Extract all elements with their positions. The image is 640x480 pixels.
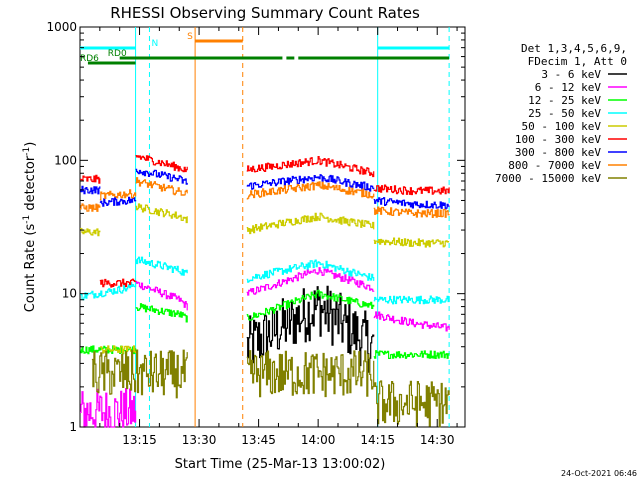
series-trace bbox=[246, 289, 375, 321]
x-tick-label: 13:30 bbox=[182, 433, 217, 447]
flag-label: RD6 bbox=[80, 54, 99, 64]
chart-title: RHESSI Observing Summary Count Rates bbox=[110, 4, 420, 22]
series-trace bbox=[246, 285, 375, 373]
y-tick-label: 10 bbox=[62, 287, 77, 301]
series-trace bbox=[246, 174, 375, 192]
flag-bars: N S RD0 RD6 bbox=[80, 32, 450, 65]
series-trace bbox=[246, 350, 375, 398]
y-tick-label: 100 bbox=[54, 153, 77, 167]
series-trace bbox=[373, 206, 450, 218]
series-trace bbox=[373, 184, 450, 196]
series-trace bbox=[373, 295, 450, 305]
series-trace bbox=[80, 174, 101, 184]
series-trace bbox=[80, 203, 101, 212]
series-trace bbox=[373, 350, 450, 359]
series-trace bbox=[99, 278, 137, 288]
x-tick-label: 13:15 bbox=[122, 433, 157, 447]
series-trace bbox=[246, 267, 375, 296]
series-trace bbox=[246, 259, 375, 283]
series-trace bbox=[246, 212, 375, 235]
series-trace bbox=[80, 388, 137, 428]
series-trace bbox=[373, 197, 450, 210]
series-trace bbox=[135, 256, 188, 276]
series-trace bbox=[373, 311, 450, 332]
y-axis: 1 10 100 1000 bbox=[46, 20, 465, 434]
series-trace bbox=[99, 189, 137, 201]
series-trace bbox=[373, 237, 450, 248]
series-trace bbox=[91, 350, 137, 395]
series-trace bbox=[99, 345, 137, 354]
legend-entry-label: 50 - 100 keV bbox=[522, 120, 602, 133]
series-trace bbox=[135, 280, 188, 311]
series-trace bbox=[135, 349, 188, 399]
series-trace bbox=[373, 380, 450, 428]
flag-label: S bbox=[187, 32, 193, 42]
series-trace bbox=[80, 282, 137, 301]
y-tick-label: 1 bbox=[69, 420, 77, 434]
legend-header-line: Det 1,3,4,5,6,9, bbox=[521, 42, 627, 55]
render-timestamp: 24-Oct-2021 06:46 bbox=[561, 469, 637, 478]
series-trace bbox=[135, 155, 188, 173]
plot-frame bbox=[79, 26, 466, 428]
flag-label: RD0 bbox=[108, 49, 127, 59]
x-tick-label: 14:30 bbox=[420, 433, 455, 447]
flag-label: N bbox=[151, 39, 158, 49]
x-tick-label: 13:45 bbox=[241, 433, 276, 447]
series-trace bbox=[80, 227, 101, 237]
series-trace bbox=[135, 303, 188, 323]
x-tick-label: 14:00 bbox=[301, 433, 336, 447]
series-trace bbox=[80, 185, 101, 195]
y-axis-label: Count Rate (s-1 detector-1) bbox=[22, 142, 38, 313]
plot-area: N S RD0 RD6 bbox=[79, 26, 466, 428]
legend-header-line: FDecim 1, Att 0 bbox=[528, 55, 627, 68]
x-tick-label: 14:15 bbox=[360, 433, 395, 447]
legend-entry-label: 800 - 7000 keV bbox=[508, 159, 601, 172]
legend-entry-label: 300 - 800 keV bbox=[515, 146, 601, 159]
legend-entry-label: 100 - 300 keV bbox=[515, 133, 601, 146]
legend-entry-label: 3 - 6 keV bbox=[541, 68, 601, 81]
series-trace bbox=[99, 196, 137, 207]
series-trace bbox=[246, 156, 375, 178]
x-axis-label: Start Time (25-Mar-13 13:00:02) bbox=[175, 457, 386, 472]
x-axis: 13:15 13:30 13:45 14:00 14:15 14:30 bbox=[79, 27, 458, 447]
series-trace bbox=[135, 203, 188, 224]
legend-entry-label: 7000 - 15000 keV bbox=[495, 172, 601, 185]
series-trace bbox=[246, 181, 375, 200]
legend-entry-label: 25 - 50 keV bbox=[528, 107, 601, 120]
y-tick-label: 1000 bbox=[46, 20, 77, 34]
legend-entry-label: 12 - 25 keV bbox=[528, 94, 601, 107]
legend-entry-label: 6 - 12 keV bbox=[535, 81, 602, 94]
legend: Det 1,3,4,5,6,9,FDecim 1, Att 03 - 6 keV… bbox=[495, 42, 627, 185]
data-series bbox=[80, 155, 450, 428]
instrument-state-vlines bbox=[135, 27, 450, 427]
series-trace bbox=[135, 168, 188, 185]
series-trace bbox=[135, 177, 188, 196]
